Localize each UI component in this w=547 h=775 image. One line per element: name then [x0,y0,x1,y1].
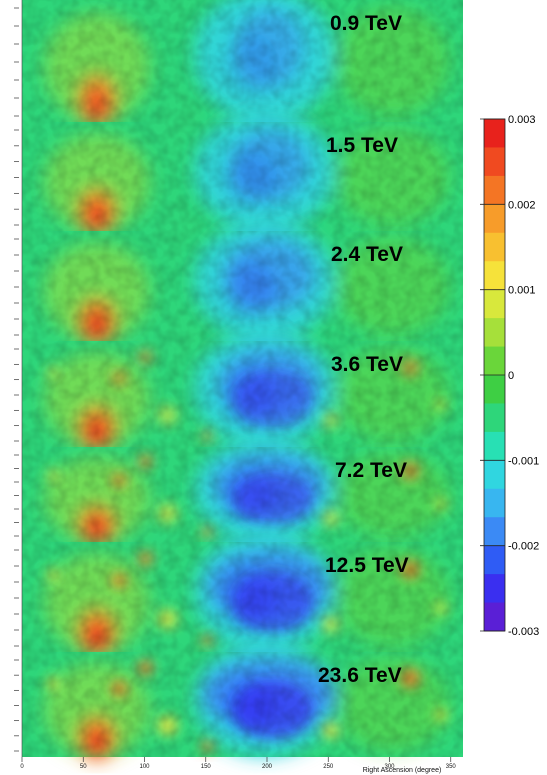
panel-texture [22,0,463,122]
colorbar: 0.003 0.002 0.001 0 -0.001 -0.002 -0.003 [480,114,539,638]
colorbar-cell [484,175,505,205]
colorbar-tick-label: 0.003 [508,114,536,126]
colorbar-cell [484,346,505,376]
colorbar-cell [484,403,505,433]
panel-energy-label: 1.5 TeV [326,134,398,157]
panel-energy-label: 7.2 TeV [335,459,407,482]
x-axis-label: Right Ascension (degree) [363,767,442,774]
colorbar-tick-label: -0.003 [508,626,539,638]
x-tick-label: 50 [80,764,87,770]
sky-map-panel: 2.4 TeV [14,220,463,346]
colorbar-cell [484,232,505,262]
panel-texture [22,122,463,231]
colorbar-cell [484,289,505,319]
sky-map-panel: 7.2 TeV [14,437,463,546]
colorbar-cell [484,545,505,575]
x-tick-label: 300 [384,764,395,770]
colorbar-cell [484,261,505,291]
panel-energy-label: 23.6 TeV [318,664,402,687]
colorbar-cells [484,119,505,632]
colorbar-cell [484,119,505,148]
colorbar-tick-label: -0.002 [508,541,539,553]
x-tick-label: 0 [20,764,24,770]
panel-energy-label: 12.5 TeV [325,554,409,577]
colorbar-cell [484,431,505,461]
sky-map-panels: 0.9 TeV 1.5 TeV 2.4 TeV 3.6 TeV 7.2 TeV 12.5 … [14,0,463,762]
colorbar-tick-label: 0.002 [508,199,536,211]
panel-texture [22,447,463,542]
colorbar-cell [484,204,505,234]
panel-energy-label: 2.4 TeV [331,243,403,266]
colorbar-tick-label: 0.001 [508,285,536,297]
colorbar-cell [484,488,505,518]
x-tick-label: 100 [139,764,150,770]
x-tick-label: 350 [446,764,457,770]
x-tick-label: 150 [201,764,212,770]
panel-energy-label: 3.6 TeV [331,353,403,376]
colorbar-cell [484,460,505,490]
colorbar-cell [484,517,505,547]
sky-map-panel: 1.5 TeV [14,111,463,236]
panel-texture [22,231,463,341]
x-tick-label: 200 [262,764,273,770]
panel-texture [22,341,463,447]
colorbar-cell [484,574,505,604]
sky-map-panel: 12.5 TeV [14,531,463,657]
x-axis: 0 50 100 150 200 250 300 350 Right Ascension (d… [20,757,456,774]
colorbar-cell [484,375,505,404]
colorbar-cell [484,602,505,632]
panel-energy-label: 0.9 TeV [330,12,402,35]
x-tick-label: 250 [323,764,334,770]
sky-map-panel: 0.9 TeV [14,0,463,127]
x-tick-labels: 0 50 100 150 200 250 300 350 [20,757,456,770]
sky-map-panel: 23.6 TeV [14,641,463,762]
colorbar-tick-label: 0 [508,370,514,382]
colorbar-tick-label: -0.001 [508,455,539,467]
colorbar-ticks: 0.003 0.002 0.001 0 -0.001 -0.002 -0.003 [480,114,539,638]
panel-texture [22,652,463,757]
colorbar-cell [484,318,505,348]
panel-texture [22,542,463,652]
sky-map-panel: 3.6 TeV [14,330,463,452]
colorbar-cell [484,147,505,177]
